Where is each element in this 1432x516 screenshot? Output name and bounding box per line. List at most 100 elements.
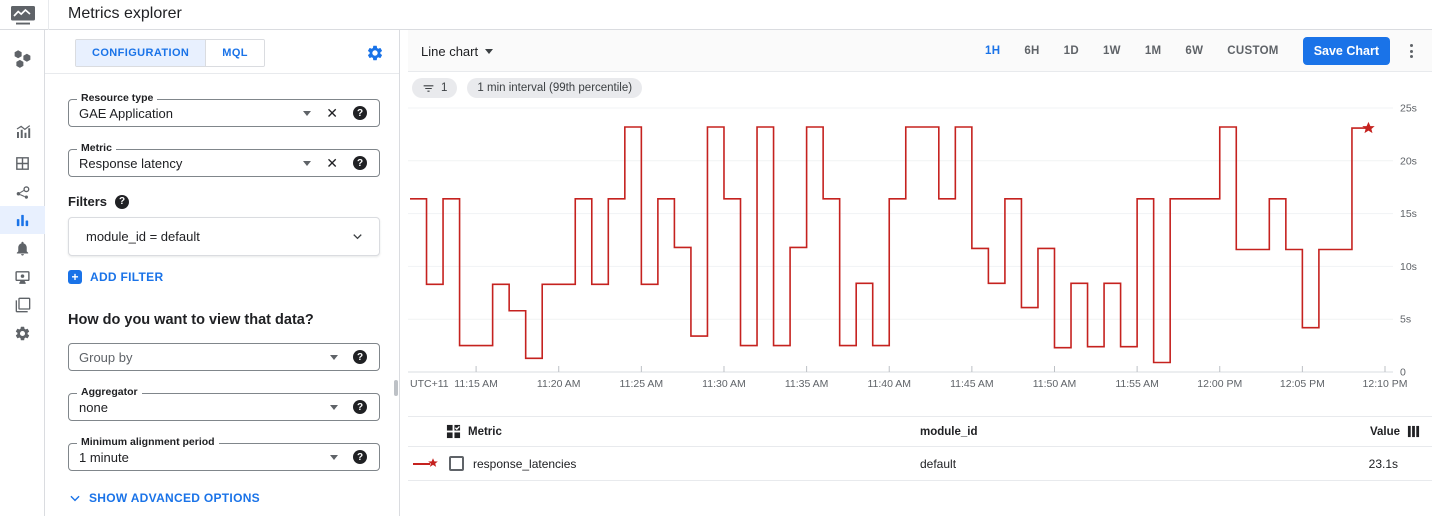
resource-type-label: Resource type — [77, 93, 158, 104]
chevron-down-icon[interactable] — [303, 110, 312, 116]
chevron-down-icon[interactable] — [350, 229, 365, 244]
chevron-down-icon — [485, 48, 494, 54]
min-alignment-value: 1 minute — [79, 449, 129, 465]
help-icon[interactable]: ? — [353, 450, 367, 464]
group-by-placeholder: Group by — [79, 349, 133, 365]
interval-percentile-chip[interactable]: 1 min interval (99th percentile) — [467, 78, 643, 98]
time-range-1m[interactable]: 1M — [1144, 45, 1162, 57]
group-by-field[interactable]: Group by ? — [68, 343, 380, 371]
sidebar-item-metrics-explorer[interactable] — [0, 206, 45, 234]
svg-text:12:00 PM: 12:00 PM — [1197, 378, 1242, 390]
svg-text:12:05 PM: 12:05 PM — [1280, 378, 1325, 390]
show-advanced-options-button[interactable]: SHOW ADVANCED OPTIONS — [68, 491, 260, 505]
series-marker-icon — [413, 457, 438, 467]
add-filter-button[interactable]: + ADD FILTER — [68, 270, 163, 284]
filter-expression: module_id = default — [86, 229, 200, 244]
filters-text: Filters — [68, 194, 108, 209]
sidebar-item-alerting[interactable] — [0, 234, 45, 262]
time-range-custom[interactable]: CUSTOM — [1227, 45, 1279, 57]
chevron-down-icon[interactable] — [330, 404, 338, 410]
chart-type-label: Line chart — [421, 43, 479, 59]
gear-icon — [15, 326, 30, 340]
svg-text:11:50 AM: 11:50 AM — [1033, 378, 1077, 390]
chevron-down-icon[interactable] — [330, 454, 338, 460]
select-all-grid-icon[interactable] — [446, 424, 461, 439]
help-icon[interactable]: ? — [353, 106, 367, 120]
clear-icon[interactable]: ✕ — [326, 105, 338, 121]
row-checkbox[interactable] — [449, 456, 464, 471]
time-range-6h[interactable]: 6H — [1024, 45, 1040, 57]
clear-icon[interactable]: ✕ — [326, 155, 338, 171]
sidebar-item-groups[interactable] — [0, 291, 45, 319]
interval-label: 1 min interval (99th percentile) — [477, 82, 633, 94]
chevron-down-icon[interactable] — [330, 354, 338, 360]
min-alignment-field[interactable]: Minimum alignment period 1 minute ? — [68, 437, 380, 471]
configuration-panel: CONFIGURATION MQL Resource type GAE Appl… — [45, 30, 400, 516]
sidebar-item-uptime-checks[interactable] — [0, 263, 45, 291]
uptime-monitor-icon — [15, 270, 30, 284]
tab-configuration[interactable]: CONFIGURATION — [76, 40, 206, 66]
columns-icon[interactable] — [1407, 425, 1420, 438]
legend-table: Metric module_id Value response_latencie… — [408, 416, 1432, 481]
svg-text:12:10 PM: 12:10 PM — [1363, 378, 1408, 390]
chart-chips: 1 1 min interval (99th percentile) — [412, 78, 643, 98]
svg-text:25s: 25s — [1400, 103, 1417, 115]
chart-type-dropdown[interactable]: Line chart — [421, 30, 494, 72]
scrollbar-thumb[interactable] — [394, 380, 398, 396]
trend-chart-icon — [16, 125, 30, 138]
sidebar-item-monitoring-settings[interactable] — [0, 319, 45, 347]
resource-type-field[interactable]: Resource type GAE Application ✕ ? — [68, 93, 380, 127]
left-nav-rail — [0, 30, 45, 516]
col-value: Value — [1369, 425, 1400, 438]
more-options-kebab-icon[interactable] — [1402, 37, 1420, 65]
svg-text:11:35 AM: 11:35 AM — [785, 378, 829, 390]
plus-icon: + — [68, 270, 82, 284]
legend-table-row[interactable]: response_latencies default 23.1s — [408, 447, 1432, 481]
metric-label: Metric — [77, 143, 116, 154]
sidebar-item-services[interactable] — [0, 179, 45, 207]
config-mode-tabs: CONFIGURATION MQL — [75, 39, 265, 67]
svg-text:11:55 AM: 11:55 AM — [1115, 378, 1159, 390]
min-alignment-label: Minimum alignment period — [77, 437, 219, 448]
svg-text:5s: 5s — [1400, 314, 1411, 326]
filter-list-icon — [423, 84, 434, 92]
svg-text:11:30 AM: 11:30 AM — [702, 378, 746, 390]
help-icon[interactable]: ? — [353, 350, 367, 364]
filter-chip-module-id[interactable]: module_id = default — [68, 217, 380, 256]
help-icon[interactable]: ? — [353, 156, 367, 170]
sidebar-item-monitoring-overview[interactable] — [0, 45, 45, 73]
dashboard-icon — [16, 156, 29, 170]
hexagons-icon — [14, 50, 31, 68]
top-bar: Metrics explorer — [0, 0, 1432, 30]
time-range-1d[interactable]: 1D — [1063, 45, 1079, 57]
aggregator-field[interactable]: Aggregator none ? — [68, 387, 380, 421]
show-advanced-options-label: SHOW ADVANCED OPTIONS — [89, 491, 260, 505]
svg-text:11:40 AM: 11:40 AM — [867, 378, 911, 390]
chevron-down-icon — [68, 491, 82, 505]
help-icon[interactable]: ? — [115, 194, 130, 209]
col-module-id: module_id — [920, 425, 978, 438]
svg-text:0: 0 — [1400, 367, 1406, 379]
legend-table-header: Metric module_id Value — [408, 416, 1432, 447]
tab-mql[interactable]: MQL — [205, 40, 264, 66]
metric-field[interactable]: Metric Response latency ✕ ? — [68, 143, 380, 177]
sidebar-item-metrics[interactable] — [0, 118, 45, 146]
aggregator-value: none — [79, 399, 108, 415]
time-range-1h[interactable]: 1H — [985, 45, 1001, 57]
help-icon[interactable]: ? — [353, 400, 367, 414]
chevron-down-icon[interactable] — [303, 160, 312, 166]
filter-count-chip[interactable]: 1 — [412, 78, 458, 98]
filter-count-label: 1 — [441, 82, 448, 94]
aggregator-label: Aggregator — [77, 387, 142, 398]
time-range-1w[interactable]: 1W — [1102, 45, 1121, 57]
line-chart-plot[interactable]: 25s 20s 15s 10s 5s 0 UTC+11 11:15 AM 11:20 AM 11:… — [408, 103, 1432, 399]
add-filter-label: ADD FILTER — [90, 270, 164, 284]
sidebar-item-dashboards[interactable] — [0, 149, 45, 177]
svg-text:UTC+11: UTC+11 — [410, 378, 449, 390]
time-range-6w[interactable]: 6W — [1185, 45, 1204, 57]
filters-section-label: Filters ? — [68, 194, 130, 209]
divider — [45, 73, 399, 74]
save-chart-button[interactable]: Save Chart — [1302, 37, 1390, 65]
svg-text:11:45 AM: 11:45 AM — [950, 378, 994, 390]
chart-settings-gear-icon[interactable] — [366, 44, 384, 67]
